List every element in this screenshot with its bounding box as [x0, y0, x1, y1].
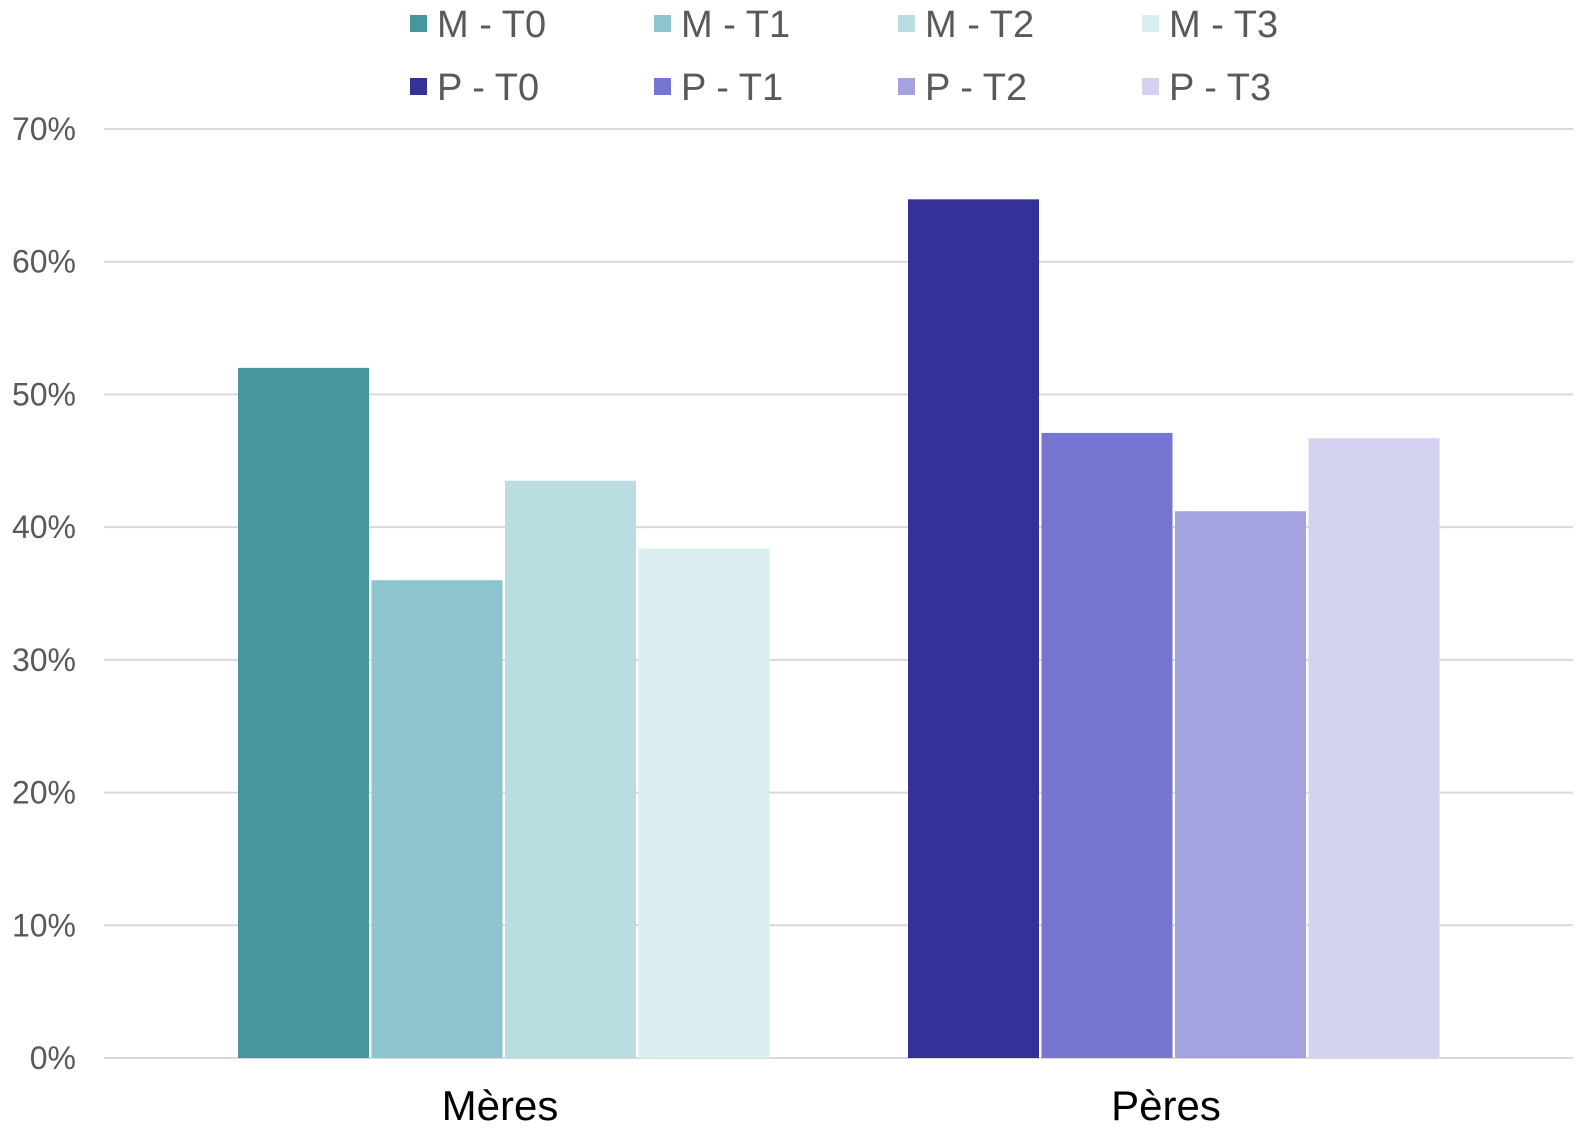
y-tick-label: 40%	[12, 509, 76, 545]
legend-swatch	[1142, 78, 1159, 95]
legend-swatch	[898, 78, 915, 95]
y-tick-label: 50%	[12, 376, 76, 412]
bar-p-t1	[1041, 432, 1173, 1058]
legend: M - T0 M - T1 M - T2 M - T3 P - T0 P - T1 P - …	[410, 4, 1278, 109]
category-label-peres: Pères	[1111, 1082, 1221, 1129]
legend-label: P - T3	[1169, 67, 1271, 109]
legend-label: M - T0	[437, 4, 546, 46]
legend-item: P - T0	[410, 67, 539, 109]
legend-swatch	[654, 78, 671, 95]
legend-label: M - T3	[1169, 4, 1278, 46]
y-tick-label: 60%	[12, 244, 76, 280]
y-tick-label: 10%	[12, 907, 76, 943]
legend-item: M - T1	[654, 4, 790, 46]
legend-swatch	[410, 15, 427, 32]
legend-label: P - T0	[437, 67, 539, 109]
legend-item: P - T3	[1142, 67, 1271, 109]
y-tick-label: 20%	[12, 775, 76, 811]
legend-swatch	[654, 15, 671, 32]
legend-item: P - T1	[654, 67, 783, 109]
legend-item: M - T0	[410, 4, 546, 46]
bar-m-t1	[371, 580, 503, 1058]
legend-swatch	[898, 15, 915, 32]
y-tick-label: 70%	[12, 111, 76, 147]
x-axis-category-labels: Mères Pères	[442, 1082, 1221, 1129]
legend-label: M - T1	[681, 4, 790, 46]
y-tick-label: 30%	[12, 642, 76, 678]
legend-label: M - T2	[925, 4, 1034, 46]
legend-swatch	[410, 78, 427, 95]
legend-item: M - T3	[1142, 4, 1278, 46]
bar-p-t3	[1308, 438, 1440, 1059]
bar-m-t3	[638, 548, 770, 1058]
bar-p-t2	[1175, 511, 1306, 1058]
bar-m-t2	[505, 480, 636, 1058]
bar-p-t0	[908, 199, 1039, 1059]
legend-label: P - T2	[925, 67, 1027, 109]
legend-label: P - T1	[681, 67, 783, 109]
y-tick-label: 0%	[30, 1040, 76, 1076]
legend-item: P - T2	[898, 67, 1027, 109]
y-axis-tick-labels: 0% 10% 20% 30% 40% 50% 60% 70%	[12, 111, 76, 1076]
bars	[238, 199, 1440, 1059]
legend-swatch	[1142, 15, 1159, 32]
bar-m-t0	[238, 367, 369, 1058]
legend-item: M - T2	[898, 4, 1034, 46]
category-label-meres: Mères	[442, 1082, 559, 1129]
